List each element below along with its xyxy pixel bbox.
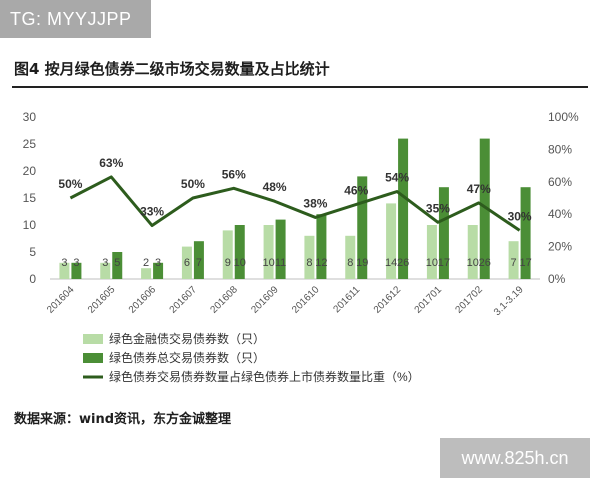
x-axis-tick-label: 201604 xyxy=(45,284,77,316)
bar-total-bonds xyxy=(71,262,82,279)
bar-label-total: 17 xyxy=(519,257,531,269)
bar-label-total: 5 xyxy=(114,257,120,269)
bar-financial-bonds xyxy=(141,268,152,279)
x-axis-tick-label: 201701 xyxy=(413,284,445,316)
figure-title: 图4 按月绿色债券二级市场交易数量及占比统计 xyxy=(14,60,330,78)
bar-label-total: 3 xyxy=(155,257,161,269)
right-axis-tick-label: 20% xyxy=(548,240,572,254)
x-axis-tick-label: 201607 xyxy=(168,284,200,316)
bar-label-financial: 2 xyxy=(143,257,149,269)
x-axis-tick-label: 201608 xyxy=(208,284,240,316)
bar-total-bonds xyxy=(479,138,490,279)
x-axis-tick-label: 201612 xyxy=(372,284,404,316)
bar-label-financial: 10 xyxy=(262,257,274,269)
bar-label-financial: 10 xyxy=(467,257,479,269)
left-axis-tick-label: 15 xyxy=(23,191,37,205)
line-data-label: 30% xyxy=(508,209,532,223)
left-axis-tick-label: 10 xyxy=(23,218,37,232)
line-data-label: 38% xyxy=(303,196,327,210)
watermark-top: TG: MYYJJPP xyxy=(0,0,151,38)
left-axis-tick-label: 0 xyxy=(29,272,36,286)
bar-financial-bonds xyxy=(508,241,519,279)
bar-label-total: 19 xyxy=(356,257,368,269)
line-data-label: 56% xyxy=(222,167,246,181)
line-data-label: 48% xyxy=(263,180,287,194)
bar-label-financial: 8 xyxy=(347,257,353,269)
left-axis-tick-label: 25 xyxy=(23,137,37,151)
right-axis-tick-label: 100% xyxy=(548,110,579,124)
bar-label-total: 3 xyxy=(73,257,79,269)
bar-financial-bonds xyxy=(181,246,192,279)
bar-financial-bonds xyxy=(467,225,478,279)
legend-label-total: 绿色债券总交易债券数（只） xyxy=(109,350,265,365)
bar-label-financial: 14 xyxy=(385,257,397,269)
bar-label-total: 17 xyxy=(438,257,450,269)
legend-label-financial: 绿色金融债交易债券数（只） xyxy=(109,331,265,346)
line-data-label: 63% xyxy=(99,156,123,170)
bar-total-bonds xyxy=(234,225,245,279)
bar-label-financial: 9 xyxy=(225,257,231,269)
right-axis-tick-label: 60% xyxy=(548,175,572,189)
bar-total-bonds xyxy=(112,252,123,279)
data-source-note: 数据来源：wind资讯，东方金诚整理 xyxy=(14,412,232,427)
bar-financial-bonds xyxy=(426,225,437,279)
bar-total-bonds xyxy=(398,138,409,279)
legend-swatch-financial xyxy=(83,334,103,344)
bar-total-bonds xyxy=(316,214,327,279)
bar-label-total: 26 xyxy=(479,257,491,269)
line-data-label: 50% xyxy=(181,177,205,191)
right-axis-tick-label: 80% xyxy=(548,142,572,156)
bar-financial-bonds xyxy=(304,235,315,279)
title-rule xyxy=(12,86,588,88)
bar-total-bonds xyxy=(275,219,286,279)
legend-label-share: 绿色债券交易债券数量占绿色债券上市债券数量比重（%） xyxy=(109,369,420,384)
bar-financial-bonds xyxy=(263,225,274,279)
x-axis-tick-label: 201611 xyxy=(332,284,363,315)
bar-total-bonds xyxy=(153,262,164,279)
line-share-series xyxy=(69,175,521,232)
right-axis-tick-label: 40% xyxy=(548,207,572,221)
x-axis-tick-label: 201702 xyxy=(453,284,485,316)
bar-label-financial: 7 xyxy=(511,257,517,269)
bar-financial-bonds xyxy=(59,262,70,279)
bar-label-financial: 10 xyxy=(426,257,438,269)
bar-total-bonds xyxy=(520,187,531,279)
bar-total-bonds xyxy=(193,241,204,279)
x-axis-tick-label: 201605 xyxy=(86,284,118,316)
legend-swatch-total xyxy=(83,353,103,363)
line-data-label: 50% xyxy=(58,177,82,191)
bar-label-total: 7 xyxy=(196,257,202,269)
x-axis-tick-label: 201609 xyxy=(249,284,281,316)
watermark-bottom: www.825h.cn xyxy=(440,438,590,478)
bar-label-financial: 3 xyxy=(102,257,108,269)
bar-label-financial: 8 xyxy=(306,257,312,269)
bar-financial-bonds xyxy=(100,262,111,279)
x-axis-tick-label: 201606 xyxy=(127,284,159,316)
left-axis-tick-label: 20 xyxy=(23,164,37,178)
bar-label-total: 10 xyxy=(234,257,246,269)
line-data-label: 35% xyxy=(426,201,450,215)
bar-financial-bonds xyxy=(345,235,356,279)
bar-label-total: 12 xyxy=(315,257,327,269)
line-data-label: 47% xyxy=(467,182,491,196)
left-axis-tick-label: 5 xyxy=(29,245,36,259)
x-axis-tick-label: 201610 xyxy=(290,284,322,316)
bar-label-total: 11 xyxy=(275,257,286,269)
bar-label-financial: 6 xyxy=(184,257,190,269)
bar-total-bonds xyxy=(357,176,368,279)
line-data-label: 54% xyxy=(385,171,409,185)
bar-total-bonds xyxy=(438,187,449,279)
bar-financial-bonds xyxy=(386,203,397,279)
bar-label-total: 26 xyxy=(397,257,409,269)
right-axis-tick-label: 0% xyxy=(548,272,566,286)
line-data-label: 46% xyxy=(344,183,368,197)
bar-financial-bonds xyxy=(222,230,233,279)
bar-label-financial: 3 xyxy=(61,257,67,269)
line-data-label: 33% xyxy=(140,205,164,219)
left-axis-tick-label: 30 xyxy=(23,110,37,124)
x-axis-tick-label: 3.1-3.19 xyxy=(492,284,526,318)
